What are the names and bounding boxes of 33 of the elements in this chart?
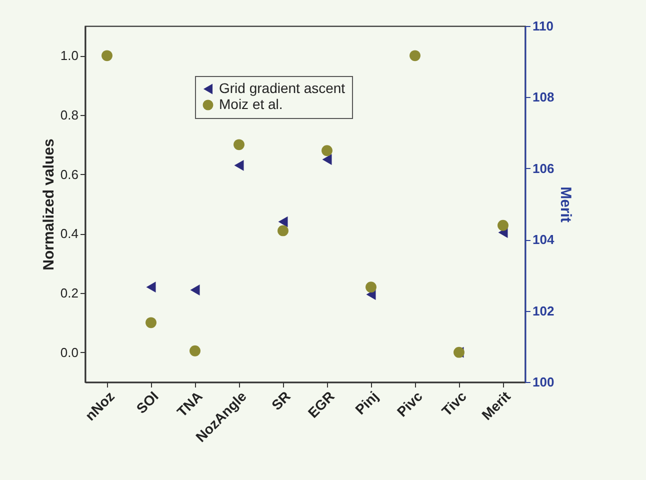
point (322, 145, 332, 156)
y2-tick-label: 102 (532, 303, 554, 318)
legend-label: Moiz et al. (219, 96, 283, 112)
point (102, 50, 112, 62)
point (234, 139, 244, 150)
y2-tick-label: 106 (532, 160, 554, 176)
point (190, 284, 200, 296)
point (278, 225, 288, 236)
y-tick-label: 0.0 (60, 344, 78, 360)
x-tick-label: SOI (133, 388, 162, 416)
x-tick-label: Pivc (394, 388, 426, 420)
y2-tick-label: 100 (532, 374, 554, 390)
y2-tick-label: 108 (532, 90, 554, 105)
legend-label: Grid gradient ascent (219, 80, 346, 96)
y2-tick-label: 110 (532, 18, 554, 34)
y-tick-label: 0.8 (60, 108, 78, 122)
point (366, 282, 376, 293)
point (190, 345, 200, 356)
point (146, 282, 156, 293)
y-tick-label: 1.0 (60, 48, 78, 64)
point (278, 216, 288, 228)
point (146, 317, 156, 328)
point (410, 50, 420, 62)
y-axis-title: Normalized values (40, 138, 58, 270)
y2-tick-label: 104 (532, 232, 555, 248)
point (322, 154, 332, 165)
y2-axis-title: Merit (557, 186, 574, 222)
y-tick-label: 0.4 (60, 226, 78, 242)
y-tick-label: 0.2 (60, 286, 78, 300)
x-tick-label: SR (268, 388, 294, 414)
point (234, 160, 244, 171)
y-tick-label: 0.6 (60, 166, 78, 182)
x-tick-label: Tivc (438, 388, 470, 420)
